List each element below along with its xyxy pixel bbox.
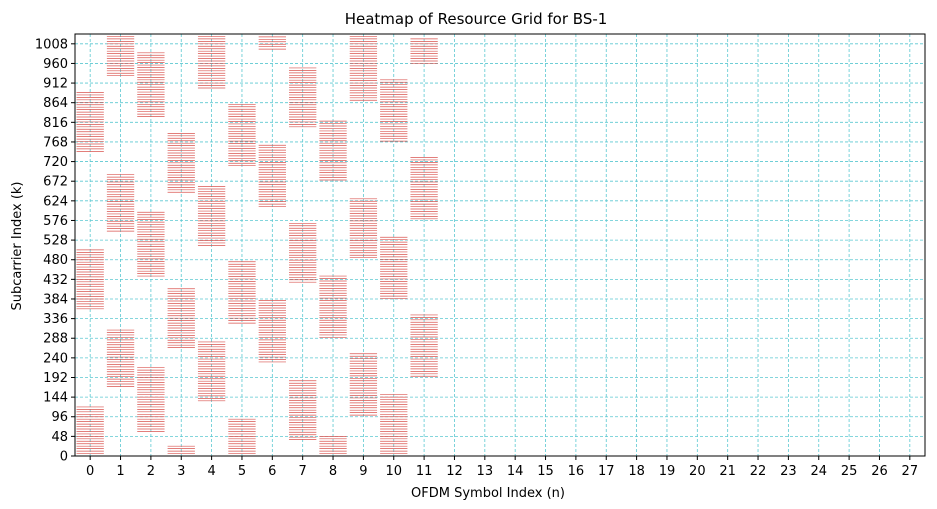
x-tick-label: 14: [507, 464, 524, 479]
occupied-block-sym-3-10: [167, 288, 195, 348]
x-tick-label: 15: [537, 464, 554, 479]
y-tick-label: 144: [43, 391, 68, 406]
y-tick-label: 912: [43, 77, 68, 92]
x-tick-labels: 0 1 2 3 4 5 6 7 8 9 10 11 12 13 14 15 16 17 18 19 20 21 22 23 24…: [86, 464, 918, 479]
y-tick-label: 960: [43, 57, 68, 72]
x-tick-label: 19: [659, 464, 676, 479]
x-tick-label: 26: [871, 464, 888, 479]
occupied-block-sym-9-27: [349, 353, 378, 416]
x-tick-label: 3: [177, 464, 185, 479]
x-tick-label: 13: [477, 464, 494, 479]
occupied-block-sym-9-29: [349, 36, 378, 101]
occupied-block-sym-4-14: [197, 36, 226, 89]
y-tick-label: 192: [43, 371, 68, 386]
occupied-block-sym-2-6: [137, 367, 165, 432]
x-tick-label: 18: [628, 464, 645, 479]
y-tick-label: 816: [43, 116, 68, 131]
chart-title: Heatmap of Resource Grid for BS-1: [345, 10, 608, 28]
occupied-block-sym-10-30: [380, 394, 408, 457]
y-tick-label: 864: [43, 96, 68, 111]
x-tick-label: 7: [299, 464, 307, 479]
y-tick-label: 768: [43, 135, 68, 150]
y-tick-label: 48: [51, 430, 68, 445]
occupied-block-sym-5-16: [228, 261, 256, 324]
x-tick-label: 5: [238, 464, 246, 479]
y-tick-label: 528: [43, 234, 68, 249]
x-tick-label: 12: [446, 464, 463, 479]
y-tick-label: 1008: [35, 37, 68, 52]
occupied-block-sym-8-25: [319, 275, 347, 338]
occupied-block-sym-1-4: [106, 174, 135, 232]
occupied-block-sym-10-31: [380, 236, 408, 299]
occupied-block-sym-3-11: [167, 133, 195, 193]
y-tick-label: 384: [43, 292, 68, 307]
x-axis-label: OFDM Symbol Index (n): [411, 486, 565, 501]
occupied-block-sym-1-3: [106, 329, 135, 387]
occupied-block-sym-0-2: [76, 92, 104, 152]
y-tick-label: 576: [43, 214, 68, 229]
y-tick-label: 624: [43, 194, 68, 209]
y-tick-label: 0: [60, 450, 68, 465]
occupied-block-sym-6-19: [258, 144, 286, 207]
occupied-block-sym-4-12: [197, 341, 226, 402]
occupied-block-sym-7-22: [289, 222, 317, 283]
x-tick-label: 21: [719, 464, 736, 479]
x-tick-label: 6: [268, 464, 276, 479]
y-tick-labels: 0 48 96 144 192 240 288 336 384 432 480 528 576 624 67…: [35, 37, 68, 464]
x-tick-label: 22: [750, 464, 767, 479]
x-tick-label: 17: [598, 464, 615, 479]
occupied-block-sym-7-23: [289, 67, 317, 128]
occupied-block-sym-1-5: [106, 36, 135, 77]
occupied-block-sym-11-35: [410, 38, 438, 64]
y-tick-label: 336: [43, 312, 68, 327]
x-tick-label: 24: [810, 464, 827, 479]
occupied-block-sym-7-21: [289, 380, 317, 440]
occupied-block-sym-9-28: [349, 198, 378, 259]
occupied-block-sym-0-1: [76, 249, 104, 310]
x-tick-label: 0: [86, 464, 94, 479]
x-tick-label: 27: [902, 464, 919, 479]
occupied-block-sym-4-13: [197, 186, 226, 246]
x-tick-label: 8: [329, 464, 337, 479]
occupied-block-sym-8-26: [319, 120, 347, 181]
occupied-block-sym-0-0: [76, 406, 104, 457]
axes: [71, 33, 926, 460]
y-tick-label: 288: [43, 332, 68, 347]
x-tick-label: 4: [207, 464, 215, 479]
occupied-subcarrier-marks: [76, 36, 438, 457]
occupied-block-sym-2-8: [137, 52, 165, 117]
x-tick-label: 10: [385, 464, 402, 479]
y-tick-label: 672: [43, 175, 68, 190]
y-tick-label: 432: [43, 273, 68, 288]
y-axis-label: Subcarrier Index (k): [10, 182, 25, 311]
x-tick-label: 20: [689, 464, 706, 479]
y-tick-label: 240: [43, 351, 68, 366]
occupied-block-sym-10-32: [380, 79, 408, 142]
y-tick-label: 480: [43, 253, 68, 268]
occupied-block-sym-11-34: [410, 157, 438, 220]
plot-frame: [74, 33, 926, 457]
x-tick-label: 9: [359, 464, 367, 479]
occupied-block-sym-6-20: [258, 36, 286, 50]
x-tick-label: 25: [841, 464, 858, 479]
x-tick-label: 2: [147, 464, 155, 479]
y-tick-label: 96: [51, 410, 68, 425]
y-tick-label: 720: [43, 155, 68, 170]
x-tick-label: 23: [780, 464, 797, 479]
occupied-block-sym-11-33: [410, 314, 438, 377]
x-tick-label: 16: [568, 464, 585, 479]
occupied-block-sym-6-18: [258, 300, 286, 363]
occupied-block-sym-2-7: [137, 211, 165, 277]
x-tick-label: 11: [416, 464, 433, 479]
x-tick-label: 1: [116, 464, 124, 479]
occupied-block-sym-5-17: [228, 103, 256, 167]
